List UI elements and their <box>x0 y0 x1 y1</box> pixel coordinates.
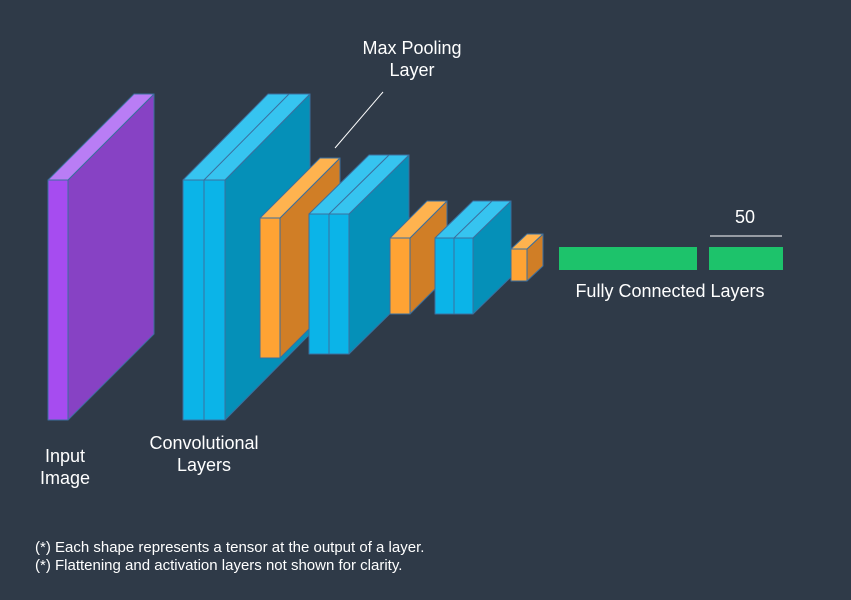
convolutional-label-line2: Layers <box>176 455 232 475</box>
fully-connected-layer-2 <box>709 247 783 270</box>
footnote-2: (*) Flattening and activation layers not… <box>35 557 403 574</box>
conv1-layer-a-front <box>182 179 205 421</box>
fully-connected-label: Fully Connected Layers <box>575 281 765 301</box>
input-image-label-line1: Input <box>44 446 86 466</box>
convolutional-label-line1: Convolutional <box>149 433 259 453</box>
pool2-front <box>389 237 411 315</box>
pool1-front <box>259 217 281 359</box>
fully-connected-layer-1 <box>559 247 697 270</box>
input-tensor-side <box>67 93 155 421</box>
input-image-label-line2: Image <box>39 468 91 488</box>
conv-block-3 <box>434 200 512 315</box>
max-pooling-3 <box>510 233 544 282</box>
conv3-layer-a-front <box>434 237 455 315</box>
conv2-layer-a-front <box>308 213 330 355</box>
max-pooling-label-line1: Max Pooling <box>362 38 462 58</box>
fc-size-label: 50 <box>734 207 756 227</box>
footnote-1: (*) Each shape represents a tensor at th… <box>35 539 425 556</box>
input-image-label: Input Image <box>20 445 110 489</box>
input-tensor-front <box>47 179 69 421</box>
input-image-tensor <box>47 93 155 421</box>
max-pooling-label-line2: Layer <box>389 60 435 80</box>
convolutional-layers-label: Convolutional Layers <box>134 432 274 476</box>
conv2-layer-b-front <box>328 213 350 355</box>
pool3-front <box>510 248 528 282</box>
conv3-layer-b-front <box>453 237 474 315</box>
max-pooling-1 <box>259 157 341 359</box>
max-pooling-pointer-line <box>334 91 384 149</box>
max-pooling-label: Max Pooling Layer <box>342 37 482 81</box>
conv1-layer-b-front <box>203 179 226 421</box>
